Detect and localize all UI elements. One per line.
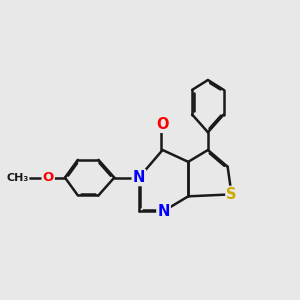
Text: O: O — [156, 117, 169, 132]
Text: N: N — [133, 170, 145, 185]
Text: O: O — [43, 171, 54, 184]
Text: CH₃: CH₃ — [6, 172, 28, 183]
Text: N: N — [158, 204, 170, 219]
Text: S: S — [226, 187, 237, 202]
